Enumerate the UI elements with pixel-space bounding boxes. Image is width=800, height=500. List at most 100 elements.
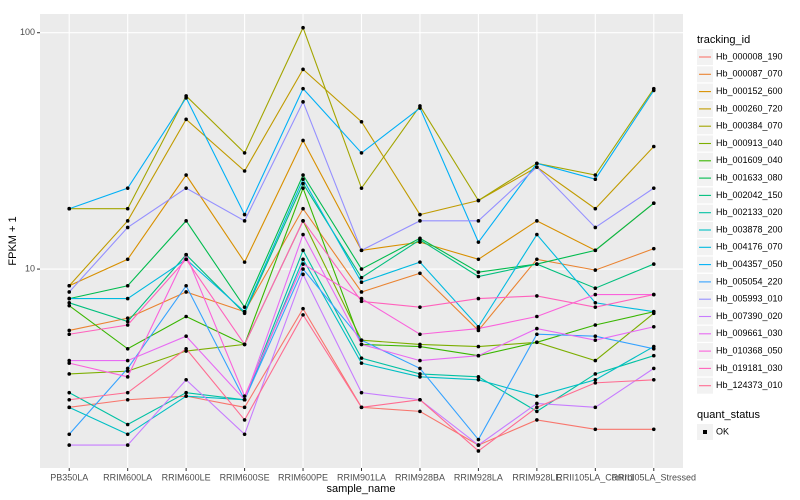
data-point xyxy=(418,271,422,276)
data-point xyxy=(301,262,305,266)
data-point xyxy=(535,405,539,410)
data-point xyxy=(535,409,539,414)
data-point xyxy=(359,267,364,271)
data-point xyxy=(418,366,422,371)
data-point xyxy=(359,248,364,253)
data-point xyxy=(476,375,481,379)
data-point xyxy=(651,309,656,314)
data-point xyxy=(242,394,247,398)
data-point xyxy=(418,212,422,217)
data-point xyxy=(651,427,656,432)
data-point xyxy=(593,248,598,253)
data-point xyxy=(125,186,130,190)
data-point xyxy=(359,296,364,301)
legend-label: Hb_004176_070 xyxy=(716,242,783,252)
data-point xyxy=(125,366,130,371)
data-point xyxy=(184,117,188,122)
x-axis-title: sample_name xyxy=(326,483,395,495)
data-point xyxy=(476,219,481,223)
data-point xyxy=(535,161,539,166)
data-point xyxy=(67,432,72,437)
data-point xyxy=(593,305,598,309)
data-point xyxy=(242,418,247,422)
data-point xyxy=(535,314,539,319)
data-point xyxy=(125,375,130,379)
data-point xyxy=(535,418,539,422)
data-point xyxy=(67,303,72,308)
data-point xyxy=(125,397,130,402)
data-point xyxy=(476,257,481,262)
data-point xyxy=(67,300,72,305)
data-point xyxy=(125,257,130,262)
data-point xyxy=(651,378,656,382)
data-point xyxy=(301,100,305,104)
legend-swatch xyxy=(703,430,707,434)
data-point xyxy=(418,260,422,264)
data-point xyxy=(651,353,656,358)
data-point xyxy=(125,219,130,223)
data-point xyxy=(359,186,364,190)
data-point xyxy=(593,405,598,410)
data-point xyxy=(184,394,188,398)
data-point xyxy=(125,206,130,211)
data-point xyxy=(651,144,656,149)
data-point xyxy=(593,268,598,272)
legend-label: Hb_124373_010 xyxy=(716,380,783,390)
data-point xyxy=(125,283,130,288)
data-point xyxy=(125,346,130,351)
legend-label: Hb_004357_050 xyxy=(716,259,783,269)
data-point xyxy=(67,443,72,447)
x-tick-label: RRIM928LE xyxy=(512,472,561,482)
data-point xyxy=(67,332,72,337)
data-point xyxy=(651,246,656,251)
legend-label: Hb_001609_040 xyxy=(716,155,783,165)
legend-label: Hb_002042_150 xyxy=(716,190,783,200)
data-point xyxy=(418,305,422,309)
data-point xyxy=(418,358,422,363)
data-point xyxy=(301,177,305,182)
data-point xyxy=(184,96,188,100)
data-point xyxy=(301,206,305,211)
data-point xyxy=(359,361,364,365)
data-point xyxy=(593,173,598,177)
y-tick-label: 100 xyxy=(20,27,35,37)
data-point xyxy=(184,252,188,257)
data-point xyxy=(593,378,598,382)
data-point xyxy=(535,232,539,237)
data-point xyxy=(301,232,305,237)
data-point xyxy=(476,326,481,331)
data-point xyxy=(242,260,247,264)
data-point xyxy=(184,283,188,288)
data-point xyxy=(184,378,188,382)
data-point xyxy=(476,270,481,274)
data-point xyxy=(184,290,188,294)
data-point xyxy=(359,342,364,347)
data-point xyxy=(359,299,364,304)
data-point xyxy=(359,405,364,410)
data-point xyxy=(301,186,305,190)
data-point xyxy=(242,342,247,347)
data-point xyxy=(418,344,422,349)
legend-label: OK xyxy=(716,426,729,436)
legend-label: Hb_009661_030 xyxy=(716,328,783,338)
data-point xyxy=(67,372,72,376)
legend-label: Hb_000913_040 xyxy=(716,138,783,148)
data-point xyxy=(418,332,422,337)
legend-title: tracking_id xyxy=(697,34,750,46)
legend-label: Hb_019181_030 xyxy=(716,363,783,373)
data-point xyxy=(242,397,247,402)
data-point xyxy=(301,267,305,271)
data-point xyxy=(125,296,130,301)
data-point xyxy=(535,165,539,169)
data-point xyxy=(301,67,305,72)
data-point xyxy=(301,219,305,223)
data-point xyxy=(359,356,364,360)
data-point xyxy=(67,358,72,363)
data-point xyxy=(184,186,188,190)
data-point xyxy=(651,88,656,93)
data-point xyxy=(476,443,481,447)
data-point xyxy=(301,173,305,177)
data-point xyxy=(184,334,188,338)
data-point xyxy=(476,274,481,279)
